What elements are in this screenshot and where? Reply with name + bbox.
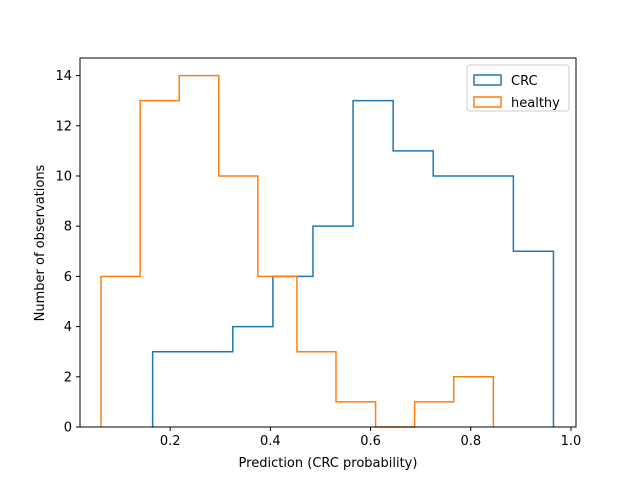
y-tick-label: 10: [55, 169, 72, 184]
y-tick-label: 8: [64, 220, 72, 235]
legend-swatch-crc: [473, 74, 502, 86]
y-axis-label: Number of observations: [33, 164, 48, 321]
series-healthy-step: [100, 74, 495, 428]
series-crc-step: [151, 99, 555, 427]
y-tick-label: 0: [64, 421, 72, 436]
series-layer: [100, 74, 555, 428]
x-tick-label: 0.8: [460, 434, 481, 449]
y-tick-label: 4: [64, 320, 72, 335]
legend-label-healthy: healthy: [511, 96, 560, 111]
x-tick-label: 0.2: [160, 434, 181, 449]
y-tick-label: 14: [55, 69, 72, 84]
x-tick-label: 1.0: [561, 434, 582, 449]
x-tick-label: 0.6: [360, 434, 381, 449]
legend: CRC healthy: [466, 64, 570, 112]
plot-area-frame: [79, 57, 577, 428]
legend-box: [466, 64, 570, 112]
x-tick-label: 0.4: [260, 434, 281, 449]
legend-label-crc: CRC: [511, 74, 538, 89]
legend-swatch-healthy: [473, 96, 502, 108]
axes-frame: [79, 57, 577, 428]
y-axis-ticks: 0 2 4 6 8 10 12 14: [55, 69, 80, 436]
x-axis-label: Prediction (CRC probability): [239, 456, 418, 471]
x-axis-ticks: 0.2 0.4 0.6 0.8 1.0: [160, 427, 581, 449]
y-tick-label: 6: [64, 270, 72, 285]
y-tick-label: 12: [55, 119, 72, 134]
y-tick-label: 2: [64, 370, 72, 385]
